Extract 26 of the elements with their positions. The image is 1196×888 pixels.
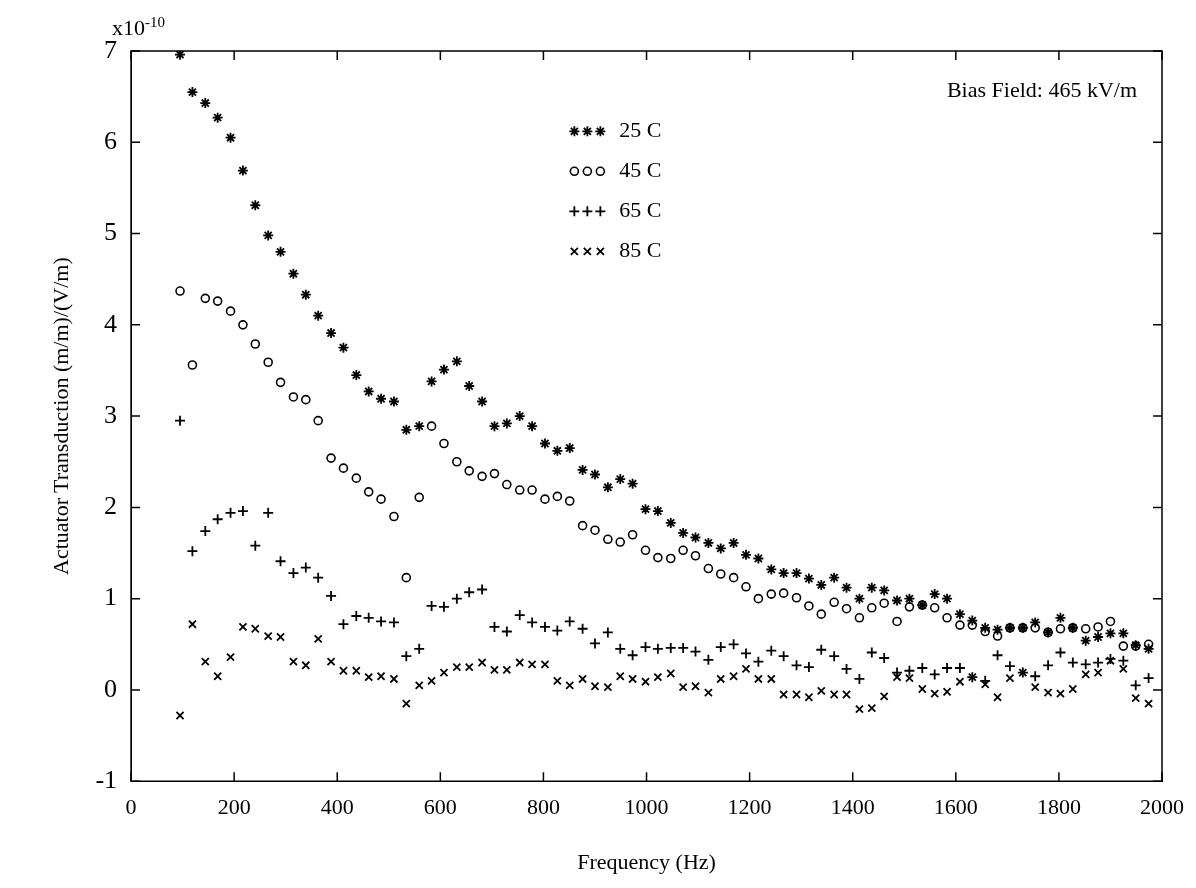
y-tick-label: 4 (104, 308, 118, 338)
legend-label: 85 C (619, 237, 662, 263)
x-tick-label: 1600 (933, 794, 978, 820)
annotation: Bias Field: 465 kV/m (946, 76, 1137, 102)
x-axis-title: Frequency (Hz) (577, 848, 716, 874)
x-tick-label: 400 (320, 794, 354, 820)
x-tick-label: 1400 (830, 794, 875, 820)
x-tick-label: 1200 (727, 794, 772, 820)
legend-label: 25 C (619, 117, 662, 143)
legend-label: 65 C (619, 197, 662, 223)
y-tick-label: 0 (104, 673, 118, 703)
y-tick-label: 5 (104, 217, 118, 247)
y-tick-label: 2 (104, 491, 118, 521)
y-axis-title: Actuator Transduction (m/m)/(V/m) (47, 257, 73, 575)
x-tick-label: 0 (125, 794, 137, 820)
x-tick-label: 1800 (1036, 794, 1081, 820)
y-tick-label: 1 (104, 582, 118, 612)
y-tick-label: 3 (104, 399, 118, 429)
x-tick-label: 200 (217, 794, 251, 820)
legend-label: 45 C (619, 157, 662, 183)
x-tick-label: 800 (526, 794, 560, 820)
x-tick-label: 2000 (1140, 794, 1184, 820)
y-tick-label: -1 (95, 765, 118, 795)
x-tick-label: 1000 (624, 794, 669, 820)
x-tick-label: 600 (423, 794, 457, 820)
y-tick-label: 6 (104, 126, 118, 156)
